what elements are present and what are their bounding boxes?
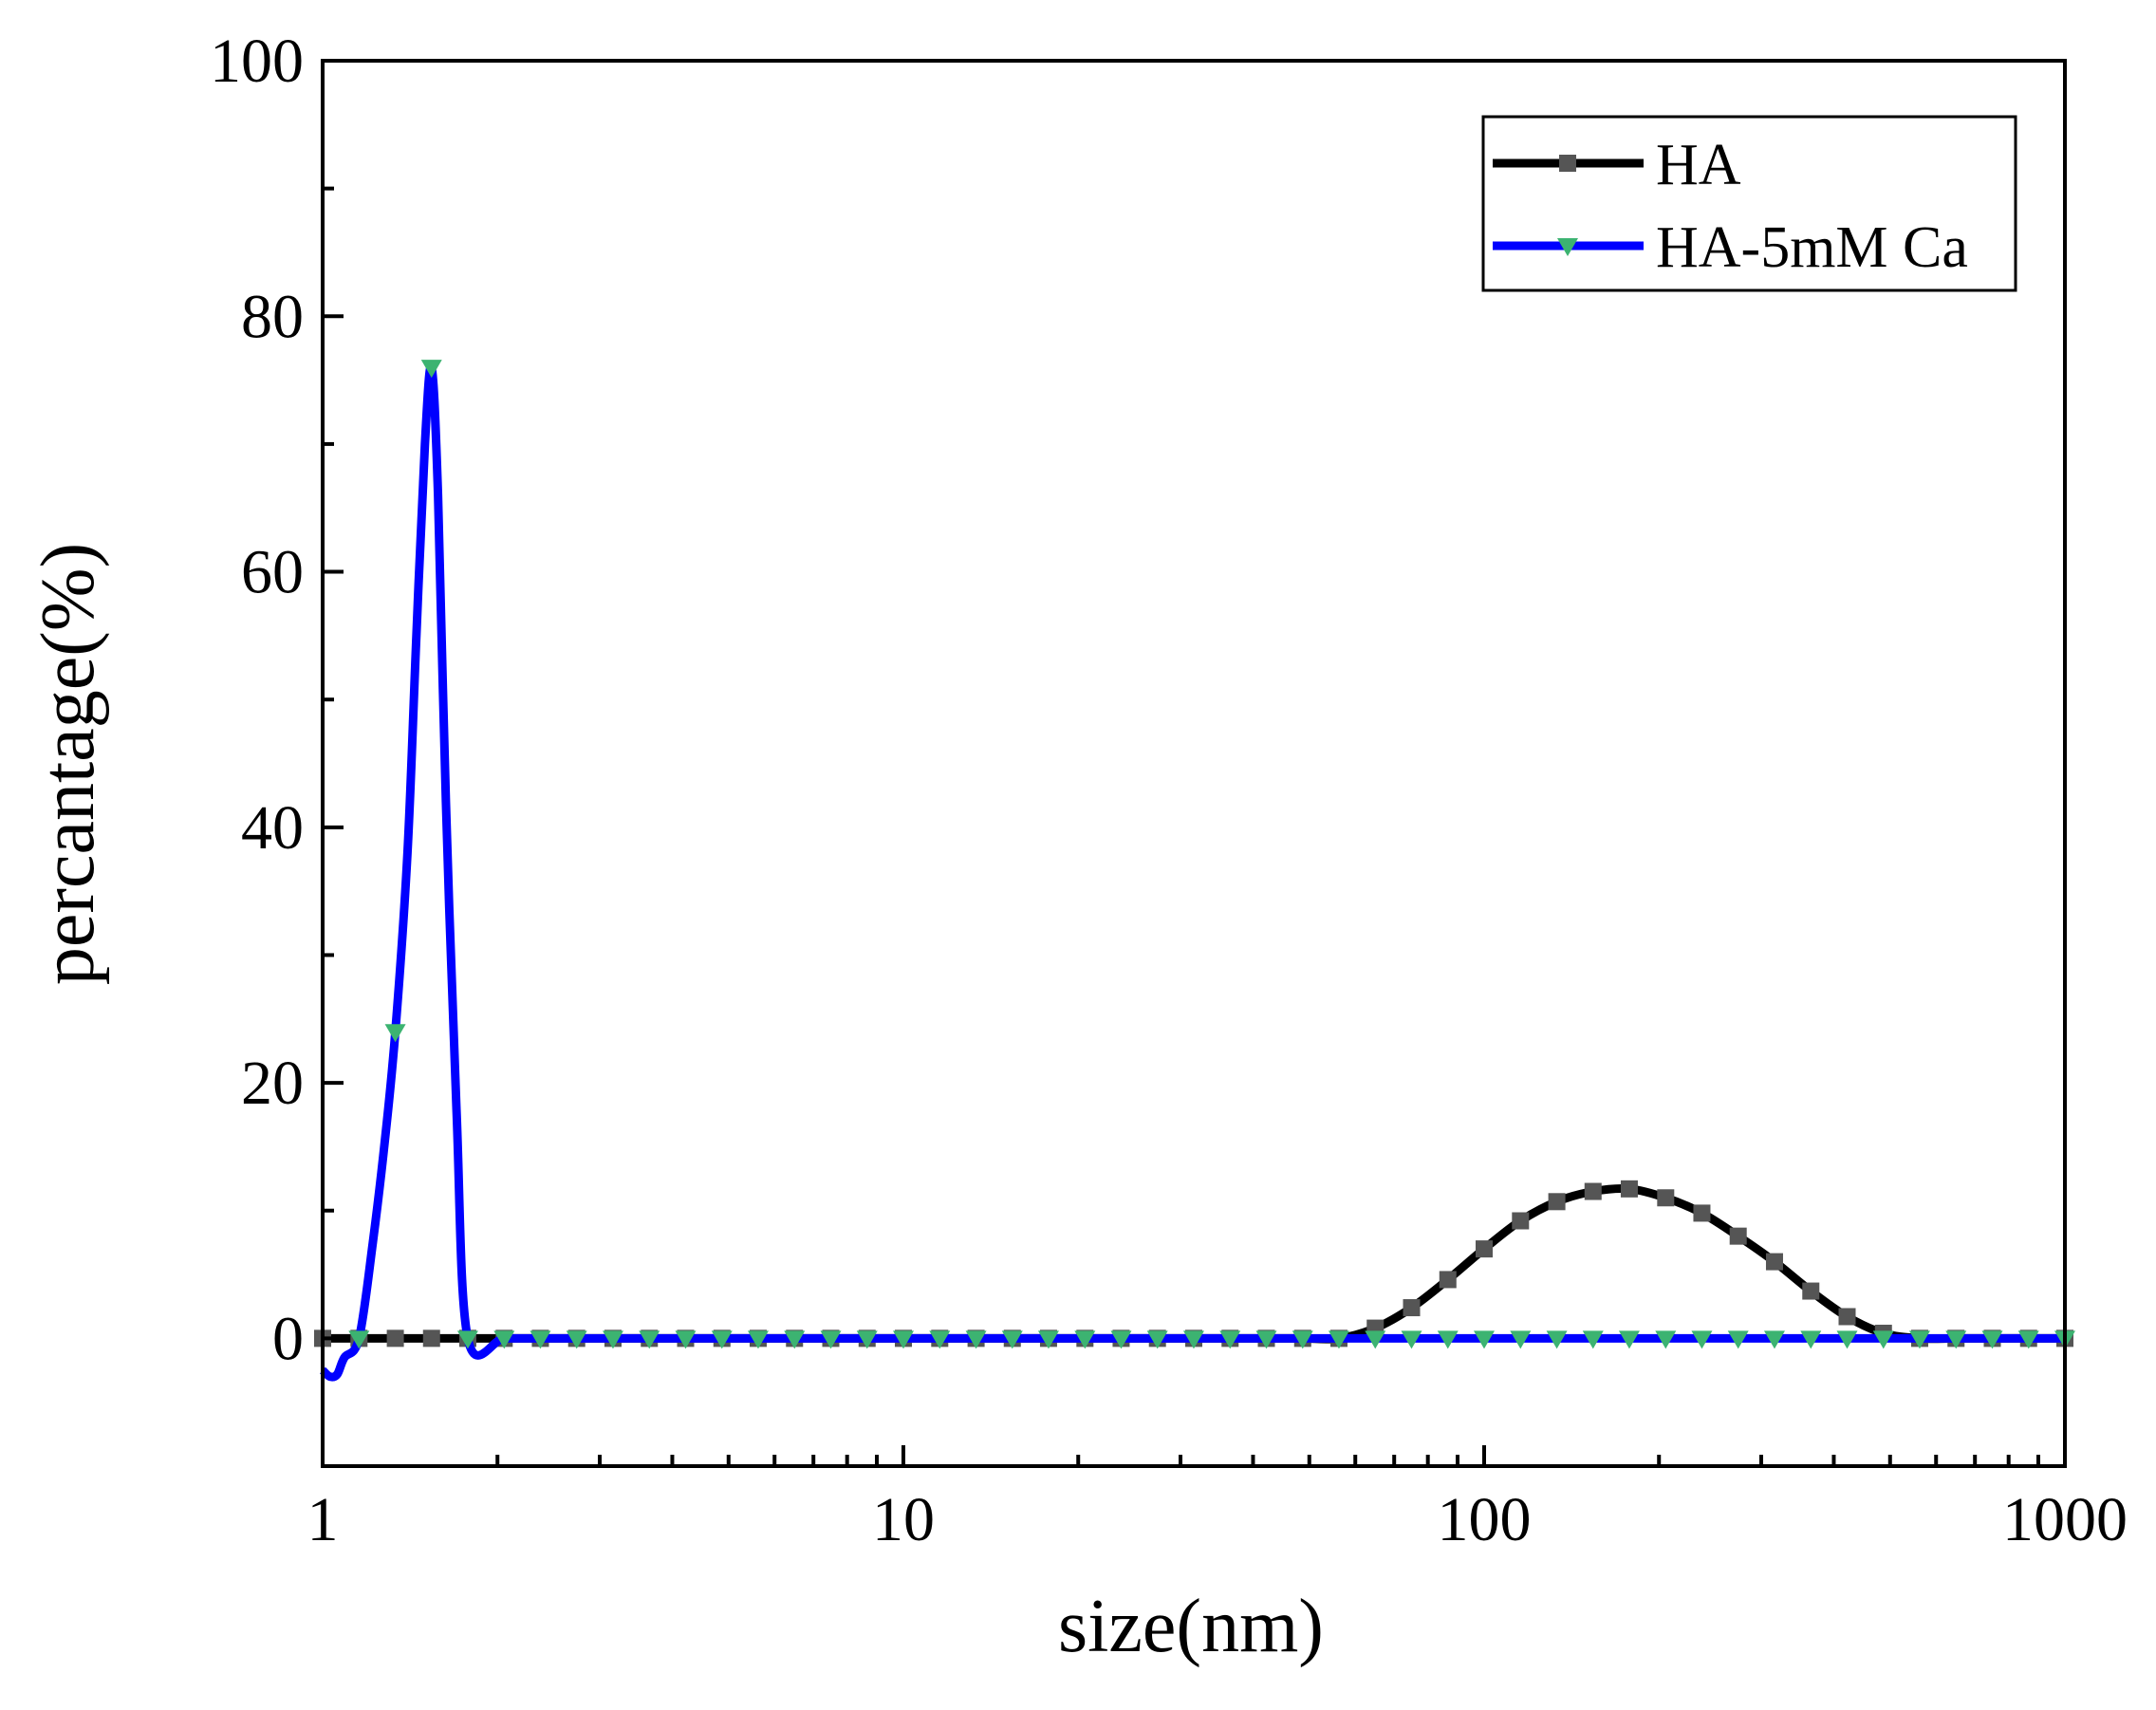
data-point-ha-5mm-ca [2017,1330,2039,1349]
data-point-ha-5mm-ca [1110,1330,1132,1349]
data-point-ha [1729,1227,1747,1245]
x-tick-label: 1 [307,1485,339,1554]
data-point-ha-5mm-ca [1763,1330,1785,1349]
x-tick-label: 100 [1438,1485,1532,1554]
data-point-ha-5mm-ca [602,1330,623,1349]
data-point-ha-5mm-ca [893,1330,914,1349]
data-point-ha-5mm-ca [1437,1330,1459,1349]
data-point-ha-5mm-ca [1401,1330,1422,1349]
data-point-ha-5mm-ca [929,1330,951,1349]
data-point-ha-5mm-ca [1182,1330,1204,1349]
data-point-ha [1802,1282,1820,1300]
x-tick-label: 1000 [2002,1485,2128,1554]
legend: HA HA-5mM Ca [1481,115,2017,292]
data-point-ha [1838,1308,1856,1326]
data-point-ha [1439,1271,1457,1289]
data-point-ha-5mm-ca [711,1330,733,1349]
data-point-ha-5mm-ca [1037,1330,1059,1349]
data-point-ha-5mm-ca [493,1330,515,1349]
data-point-ha [386,1329,404,1348]
x-tick-label: 10 [872,1485,935,1554]
x-axis-title: size(nm) [1058,1585,1324,1668]
data-point-ha-5mm-ca [1582,1330,1604,1349]
data-point-ha-5mm-ca [1219,1330,1241,1349]
data-point-ha [1548,1193,1566,1211]
data-point-ha-5mm-ca [530,1330,551,1349]
data-point-ha-5mm-ca [784,1330,806,1349]
data-point-ha [1403,1299,1421,1317]
data-point-ha-5mm-ca [1510,1330,1532,1349]
y-tick-label: 20 [241,1049,304,1118]
data-point-ha-5mm-ca [639,1330,660,1349]
y-tick-label: 100 [210,27,304,96]
data-point-ha [1693,1204,1711,1222]
data-point-ha-5mm-ca [1727,1330,1749,1349]
y-tick-label: 40 [241,793,304,863]
data-point-ha-5mm-ca [856,1330,878,1349]
legend-marker-ha [1559,155,1576,172]
data-point-ha-5mm-ca [1474,1330,1495,1349]
series-line-1 [319,362,2065,1382]
data-point-ha-5mm-ca [1001,1330,1023,1349]
data-point-ha [1584,1182,1602,1200]
data-point-ha [422,1329,440,1348]
data-point-ha-5mm-ca [1655,1330,1677,1349]
data-point-ha-5mm-ca [1146,1330,1168,1349]
data-point-ha-5mm-ca [1365,1330,1386,1349]
legend-label-ha: HA [1656,133,1741,197]
plot-frame [321,59,2067,1468]
data-point-ha-5mm-ca [1945,1330,1967,1349]
legend-marker-ca [1557,238,1578,256]
data-point-ha-5mm-ca [384,1024,406,1043]
data-point-ha-5mm-ca [1328,1330,1349,1349]
data-point-ha-5mm-ca [747,1330,769,1349]
data-point-ha-5mm-ca [1618,1330,1640,1349]
data-point-ha-5mm-ca [420,360,442,379]
data-point-ha-5mm-ca [820,1330,842,1349]
data-point-ha-5mm-ca [965,1330,987,1349]
y-tick-label: 60 [241,538,304,607]
y-tick-label: 0 [272,1304,304,1373]
data-point-ha [1620,1180,1638,1198]
y-axis-title: percantage(%) [27,543,110,985]
legend-label-ca: HA-5mM Ca [1656,215,1968,280]
data-point-ha-5mm-ca [1872,1330,1894,1349]
data-point-ha [1476,1240,1493,1258]
data-point-ha-5mm-ca [348,1330,370,1349]
data-point-ha-5mm-ca [1546,1330,1568,1349]
series-line-0 [323,1183,2065,1344]
data-point-ha-5mm-ca [1800,1330,1822,1349]
data-point-ha [1765,1253,1783,1271]
data-point-ha-5mm-ca [1255,1330,1277,1349]
axes: 0 20 40 60 80 100 1 10 100 1000 [210,27,2128,1554]
y-tick-label: 80 [241,282,304,351]
legend-box [1481,115,2017,292]
series-layer [314,360,2075,1382]
data-point-ha-5mm-ca [566,1330,587,1349]
data-point-ha [1657,1189,1675,1207]
data-point-ha-5mm-ca [1908,1330,1930,1349]
data-point-ha-5mm-ca [1074,1330,1096,1349]
data-point-ha-5mm-ca [1981,1330,2003,1349]
data-point-ha-5mm-ca [1292,1330,1313,1349]
data-point-ha-5mm-ca [675,1330,697,1349]
data-point-ha-5mm-ca [1836,1330,1858,1349]
data-point-ha-5mm-ca [1691,1330,1713,1349]
data-point-ha [1512,1212,1530,1230]
data-point-ha-5mm-ca [456,1330,478,1349]
